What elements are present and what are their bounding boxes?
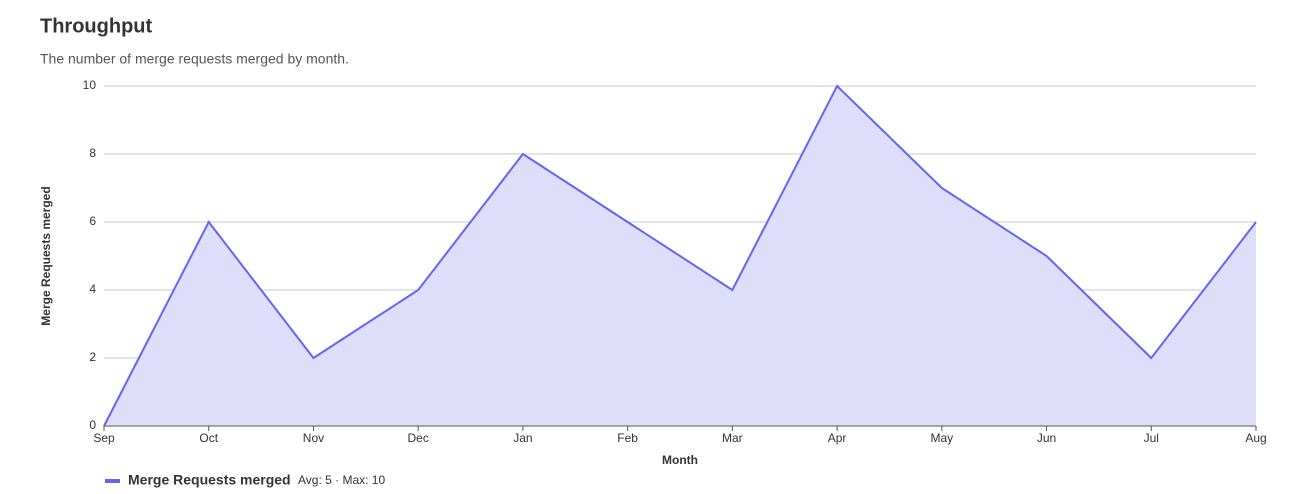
- chart-title: Throughput: [40, 15, 153, 37]
- line: [103, 84, 1257, 427]
- x-tick-label: May: [930, 431, 953, 445]
- x-tick-label: Feb: [617, 431, 638, 445]
- chart-subtitle: The number of merge requests merged by m…: [40, 51, 349, 67]
- x-tick-label: Jun: [1037, 431, 1056, 445]
- x-tick-label: Jul: [1144, 431, 1159, 445]
- y-tick-label: 8: [89, 146, 96, 160]
- y-tick-label: 4: [89, 282, 96, 296]
- x-tick-label: Apr: [828, 431, 847, 445]
- y-tick-label: 0: [89, 418, 96, 432]
- x-tick-label: Aug: [1245, 431, 1266, 445]
- x-tick-label: Mar: [722, 431, 743, 445]
- x-tick-label: Jan: [513, 431, 532, 445]
- x-tick-label: Nov: [303, 431, 324, 445]
- legend-stats: Avg: 5 · Max: 10: [298, 473, 385, 487]
- legend-label: Merge Requests merged: [128, 472, 291, 488]
- y-tick-label: 6: [89, 214, 96, 228]
- x-tick-label: Sep: [93, 431, 115, 445]
- y-axis-label: Merge Requests merged: [39, 186, 53, 325]
- y-tick-label: 10: [83, 78, 97, 92]
- x-tick-label: Dec: [408, 431, 429, 445]
- y-tick-label: 2: [89, 350, 96, 364]
- x-axis-label: Month: [662, 453, 698, 467]
- x-tick-label: Oct: [199, 431, 218, 445]
